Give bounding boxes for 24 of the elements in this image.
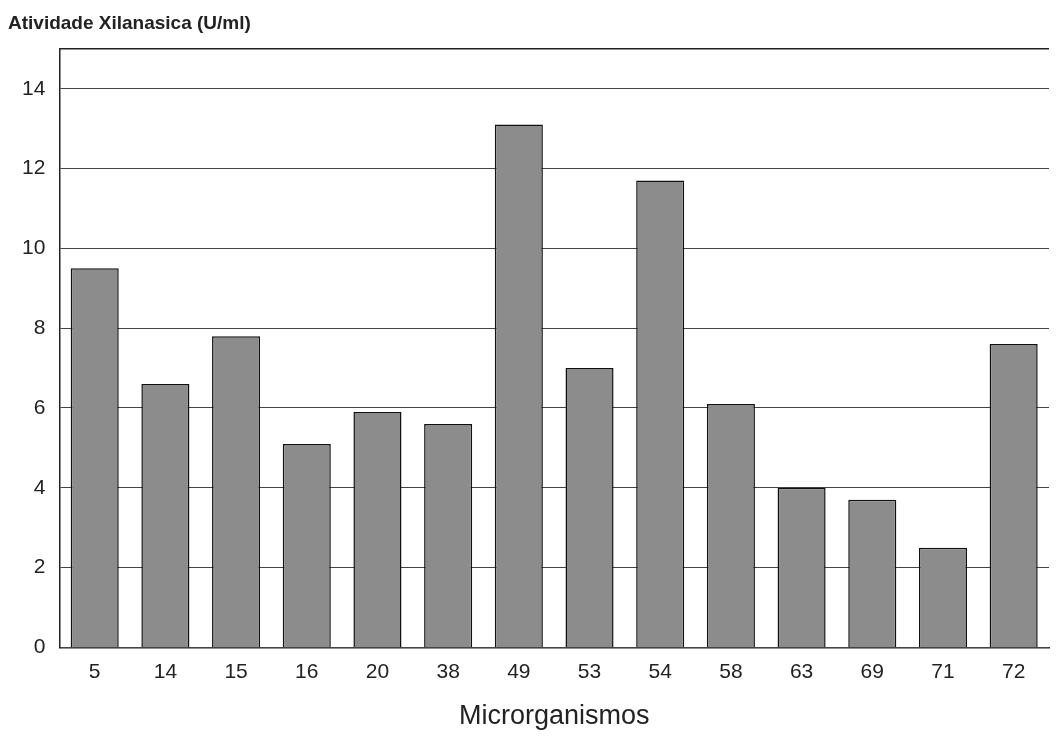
x-tick-label: 38 [436, 658, 460, 682]
y-tick-label: 6 [33, 394, 46, 418]
x-tick-label: 54 [648, 658, 673, 682]
y-tick-label: 8 [33, 314, 46, 338]
x-tick-label: 71 [931, 658, 955, 682]
x-tick-label: 53 [577, 658, 602, 682]
x-tick-label: 63 [789, 658, 814, 682]
x-axis-title: Microrganismos [458, 700, 650, 731]
y-tick-label: 14 [22, 75, 46, 99]
x-tick-label: 72 [1001, 658, 1026, 682]
y-tick-label: 12 [22, 155, 46, 179]
x-tick-label: 15 [224, 658, 248, 682]
x-tick-label: 5 [88, 658, 101, 682]
y-tick-label: 0 [33, 634, 46, 658]
x-tick-label: 58 [719, 658, 743, 682]
x-tick-label: 14 [153, 658, 178, 682]
y-tick-label: 4 [33, 474, 46, 498]
x-tick-label: 49 [507, 658, 531, 682]
y-axis-title: Atividade Xilanasica (U/ml) [8, 11, 251, 33]
x-tick-label: 69 [860, 658, 884, 682]
y-tick-label: 2 [33, 554, 46, 578]
x-tick-label: 16 [295, 658, 319, 682]
y-tick-label: 10 [22, 235, 46, 259]
x-tick-label: 20 [365, 658, 390, 682]
